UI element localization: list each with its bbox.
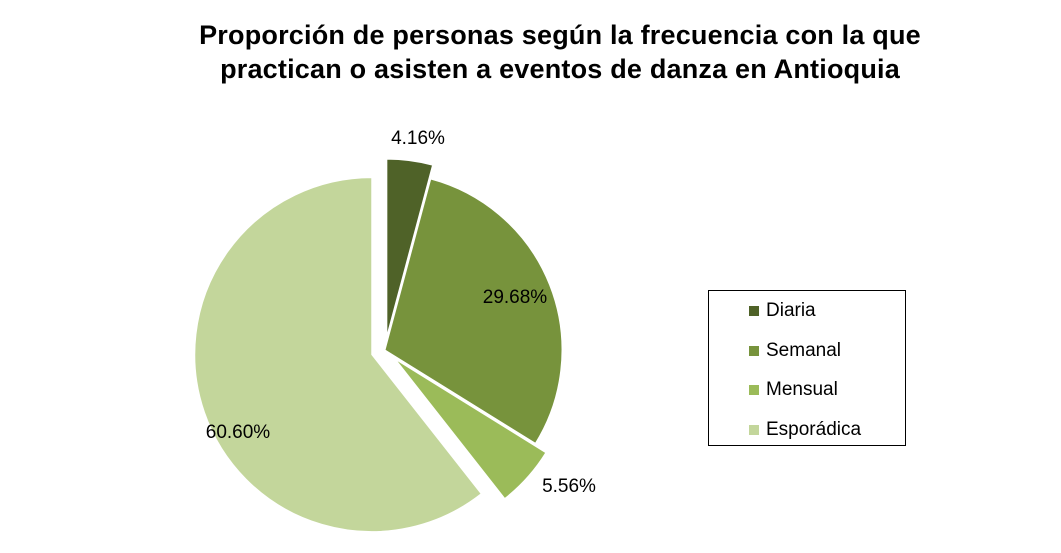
legend-item-esporadica: Esporádica [749,418,861,442]
legend-item-mensual: Mensual [749,378,838,402]
legend-item-diaria: Diaria [749,299,816,323]
data-label-mensual: 5.56% [542,476,596,497]
chart-title: Proporción de personas según la frecuenc… [120,18,1000,86]
legend-swatch-esporadica [749,425,759,435]
legend-label-esporadica: Esporádica [766,419,862,440]
data-label-esporadica: 60.60% [206,422,271,443]
pie-slice-semanal [384,178,563,445]
legend-label-mensual: Mensual [766,379,838,400]
legend-item-semanal: Semanal [749,339,841,363]
chart-title-line-1: Proporción de personas según la frecuenc… [199,20,921,50]
legend-label-semanal: Semanal [766,340,841,361]
legend-swatch-semanal [749,346,759,356]
chart-legend: Diaria Semanal Mensual Esporádica [708,290,906,446]
chart-title-line-2: practican o asisten a eventos de danza e… [220,54,900,84]
legend-swatch-mensual [749,385,759,395]
pie-slice-mensual [395,358,547,500]
legend-swatch-diaria [749,306,759,316]
legend-label-diaria: Diaria [766,300,816,321]
data-label-diaria: 4.16% [391,128,445,149]
pie-slice-esporadica [194,177,482,533]
pie-slice-diaria [386,158,434,337]
data-label-semanal: 29.68% [483,287,548,308]
